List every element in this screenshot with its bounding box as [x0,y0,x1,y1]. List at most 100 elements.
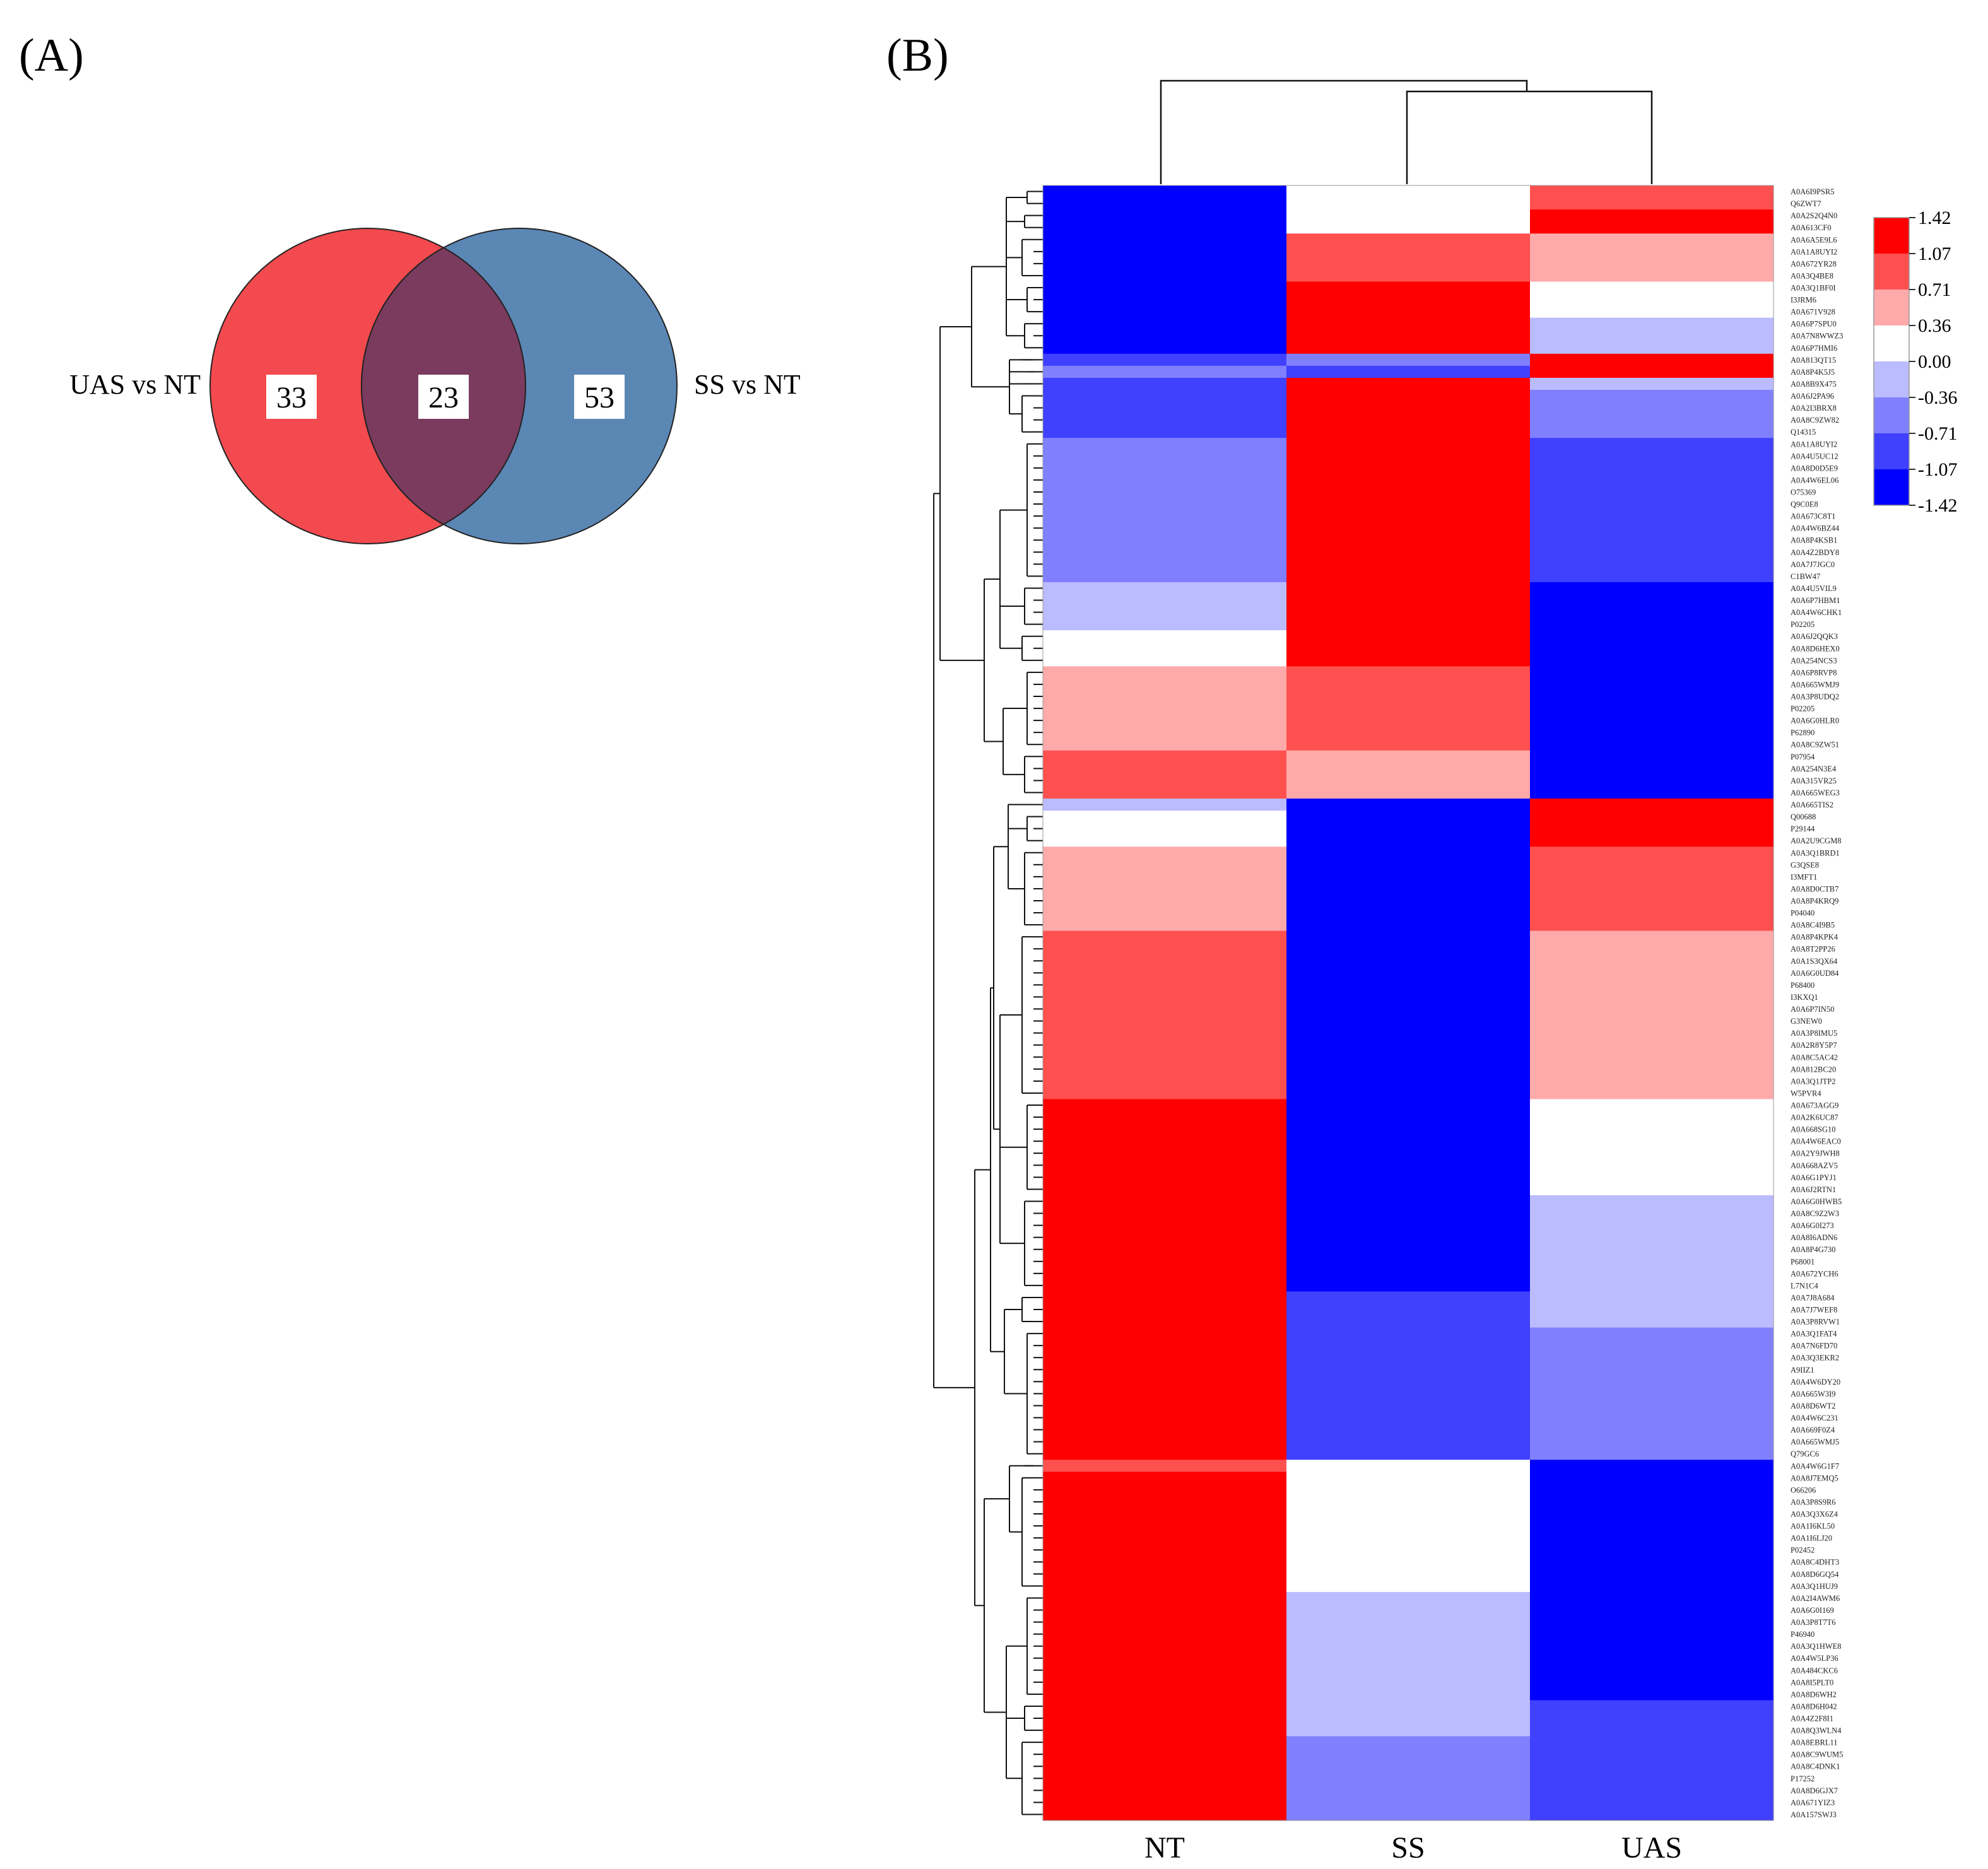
row-label: A0A665WEG3 [1791,788,1840,797]
heatmap-cell [1286,1291,1531,1328]
heatmap-cell [1043,281,1287,319]
heatmap-cell [1043,799,1287,811]
heatmap-cell [1530,390,1774,438]
row-label: A0A8C9Z2W3 [1791,1209,1839,1218]
heatmap-cell [1530,377,1774,390]
row-label: I3KXQ1 [1791,993,1818,1002]
column-dendrogram [1160,79,1653,184]
row-label: A0A6P8RVP8 [1791,668,1837,677]
heatmap-cell [1286,1700,1531,1737]
row-label: P46940 [1791,1630,1814,1639]
row-label: A0A6J2PA96 [1791,392,1834,401]
row-label: A0A8J7EMQ5 [1791,1474,1838,1482]
row-label: A0A6P7HMI6 [1791,344,1837,353]
legend-tick-label: -0.71 [1918,423,1958,444]
row-label: A0A7J8A684 [1791,1293,1835,1302]
row-label: A0A812BC20 [1791,1065,1836,1074]
heatmap-cell [1286,582,1531,631]
row-label: A0A6J2RTN1 [1791,1185,1836,1194]
row-label: A0A6G0UD84 [1791,969,1839,978]
heatmap-cell [1043,1460,1287,1472]
row-label: A0A3Q1JTP2 [1791,1077,1836,1086]
row-label: P68400 [1791,981,1814,990]
row-label: A0A8P4KSB1 [1791,536,1837,545]
row-label: A0A673C8T1 [1791,512,1836,521]
row-label: A0A4W6DY20 [1791,1378,1840,1386]
row-label: A0A4W6CHK1 [1791,608,1842,617]
row-label: P62890 [1791,729,1814,737]
venn-diagram: UAS vs NT SS vs NT 33 23 53 [69,228,801,544]
heatmap-cell [1286,1460,1531,1472]
row-label: A0A6A5E9L6 [1791,235,1837,244]
heatmap-cell [1286,390,1531,438]
row-label: A0A673AGG9 [1791,1101,1838,1110]
row-label: A0A3Q1HWE8 [1791,1642,1842,1651]
row-label: A0A8I6ADN6 [1791,1233,1837,1242]
row-label: A0A8EBRL11 [1791,1738,1838,1747]
row-label: A0A2I3BRX8 [1791,404,1837,413]
row-label: A0A8I5PLT0 [1791,1678,1833,1687]
heatmap-cell [1043,666,1287,751]
legend-swatch [1874,397,1909,434]
heatmap [1043,185,1774,1821]
row-label: A0A8D0D5E9 [1791,464,1838,472]
row-label: A0A3P8T7T6 [1791,1618,1836,1627]
color-legend: 1.42 1.07 0.71 0.36 0.00 -0.36 -0.71 -1.07 -1.42 [1873,208,1958,516]
row-label: A0A665W3I9 [1791,1390,1836,1398]
row-label: Q9C0E8 [1791,500,1818,509]
row-label: A0A6P7HBM1 [1791,596,1840,605]
legend-tick-label: 0.71 [1918,279,1951,300]
row-label: A0A668AZV5 [1791,1161,1838,1170]
row-label: A0A8C9ZW82 [1791,416,1839,425]
heatmap-cell [1530,1195,1774,1292]
row-label: P02452 [1791,1546,1814,1555]
heatmap-cell [1043,1195,1287,1292]
row-label: A0A6G0I273 [1791,1221,1834,1230]
row-label: A0A8D6GJX7 [1791,1786,1838,1795]
legend-tick-label: 1.42 [1918,208,1951,228]
row-label: A0A6P7SPU0 [1791,320,1837,329]
column-label: NT [1144,1831,1185,1865]
heatmap-cell [1530,750,1774,799]
legend-tick-label: -1.07 [1918,459,1958,480]
heatmap-cell [1530,353,1774,366]
heatmap-cell [1043,1736,1287,1821]
venn-right-label: SS vs NT [694,369,801,400]
row-label: A0A6I9PSR5 [1791,187,1834,196]
heatmap-cell [1286,930,1531,1100]
heatmap-cell [1043,185,1287,210]
panel-a-label: (A) [19,30,84,81]
row-label: O75369 [1791,488,1816,497]
row-label: A0A7J7WEF8 [1791,1306,1837,1315]
row-label: A0A4W6EAC0 [1791,1137,1841,1146]
row-label: A0A6J2QQK3 [1791,632,1838,641]
row-label: A0A3P8UDQ2 [1791,693,1839,701]
row-label: I3JRM6 [1791,296,1816,305]
row-label: A0A7J7JGC0 [1791,560,1835,569]
row-label: P17252 [1791,1774,1814,1783]
row-label: A0A484CKC6 [1791,1666,1838,1675]
heatmap-cell [1043,353,1287,366]
row-label: P07954 [1791,753,1815,761]
row-label: Q00688 [1791,812,1816,821]
row-label: A0A1A8UYI2 [1791,440,1837,448]
row-label: A0A4W5LP36 [1791,1654,1838,1663]
row-label: P68001 [1791,1257,1814,1266]
row-label: A0A4Z2BDY8 [1791,548,1839,557]
row-label: A0A8D6H042 [1791,1702,1837,1711]
row-label: A0A8Q3WLN4 [1791,1726,1842,1735]
heatmap-cell [1043,1700,1287,1737]
row-label: A0A8P4K5J5 [1791,368,1835,377]
heatmap-cell [1530,811,1774,847]
heatmap-cell [1286,281,1531,319]
row-label: A0A672YR28 [1791,259,1837,268]
row-label: A0A4U5UC12 [1791,452,1838,460]
heatmap-cell [1530,930,1774,1100]
heatmap-cell [1043,750,1287,799]
row-label: A0A7N8WWZ3 [1791,332,1843,341]
row-label: A0A668SG10 [1791,1125,1836,1134]
heatmap-cell [1286,1591,1531,1701]
row-label: G3QSE8 [1791,860,1819,869]
legend-swatch [1874,254,1909,290]
venn-overlap-count-box [418,375,469,419]
